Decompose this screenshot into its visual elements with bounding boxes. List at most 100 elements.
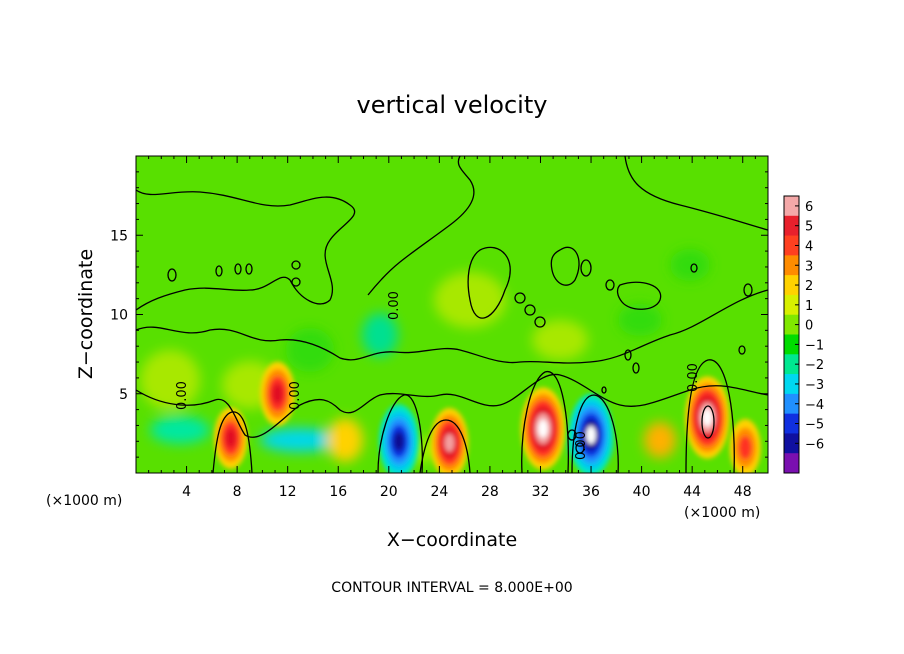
colorbar-label: 2 xyxy=(805,279,813,294)
x-tick-label: 20 xyxy=(380,484,398,500)
updraft-cell xyxy=(430,407,469,473)
x-tick-label: 32 xyxy=(532,484,550,500)
colorbar-swatch xyxy=(784,275,799,296)
contour-small-8 xyxy=(524,304,536,316)
contour-blob-2 xyxy=(550,246,580,286)
contour-small-10 xyxy=(580,259,592,277)
chart-title: vertical velocity xyxy=(357,91,548,119)
contour-small-4 xyxy=(245,263,253,275)
x-tick-label: 40 xyxy=(633,484,651,500)
y-tick-label: 10 xyxy=(110,308,128,324)
y-tick-label: 5 xyxy=(119,387,128,403)
colorbar-label: 3 xyxy=(805,259,813,274)
contour-small-11 xyxy=(605,279,615,291)
colorbar-swatch xyxy=(784,294,799,316)
contour-lower-band xyxy=(136,373,768,438)
colorbar-swatch xyxy=(784,374,799,395)
colorbar-frame xyxy=(783,195,800,474)
plot-area: 0.00 0.00 0.00 0.00 0.00 xyxy=(136,156,768,473)
x-tick-label: 48 xyxy=(734,484,752,500)
colorbar-swatch xyxy=(784,215,799,237)
velocity-cells xyxy=(214,361,761,473)
contour-small-15 xyxy=(575,442,585,454)
footer-contour-interval: CONTOUR INTERVAL = 8.000E+00 xyxy=(331,580,572,596)
contour-small-14 xyxy=(567,429,577,441)
colorbar-swatch xyxy=(784,453,799,474)
colorbar-swatch xyxy=(784,334,799,355)
colorbar-swatch xyxy=(784,433,799,454)
contour-mid-band xyxy=(136,289,768,364)
contour-ridge xyxy=(367,156,475,296)
colorbar-label: −4 xyxy=(805,398,824,413)
contour-right-top xyxy=(624,156,768,231)
colorbar-label: −3 xyxy=(805,378,824,393)
contour-small-1 xyxy=(167,268,177,282)
colorbar-label: −6 xyxy=(805,437,824,452)
updraft-cell xyxy=(214,407,248,469)
contour-label-3: 0.00 xyxy=(387,291,402,320)
updraft-cell xyxy=(260,361,295,426)
updraft-cell xyxy=(520,387,566,470)
contour-small-17 xyxy=(690,263,698,273)
contour-small-13 xyxy=(632,362,640,374)
x-tick-label: 8 xyxy=(233,484,242,500)
colorbar-swatch xyxy=(784,235,799,256)
colorbar-label: −1 xyxy=(805,338,824,353)
contour-small-12 xyxy=(624,349,632,361)
x-axis-label: X−coordinate xyxy=(387,529,517,551)
colorbar-label: 0 xyxy=(805,319,813,334)
contour-small-3 xyxy=(234,263,242,275)
colorbar-swatch xyxy=(784,314,799,335)
x-unit-left: (×1000 m) xyxy=(46,493,122,509)
contour-label-4: 0.00 xyxy=(574,431,589,460)
colorbar-swatch xyxy=(784,393,799,415)
axis-ticks xyxy=(136,156,768,473)
contour-upper-zero xyxy=(136,189,356,311)
contour-label-1: 0.00 xyxy=(175,381,190,410)
contour-blob-3 xyxy=(616,281,662,310)
contour-updraft-2 xyxy=(419,419,471,473)
contour-label-2: 0.00 xyxy=(288,381,303,410)
contour-updraft-1 xyxy=(212,411,253,473)
colorbar: 6 5 4 3 2 1 0 −1 −2 −3 −4 −5 −6 xyxy=(783,195,824,474)
colorbar-swatch xyxy=(784,354,799,375)
contour-label-5: 0.00 xyxy=(686,363,701,392)
downdraft-cell xyxy=(378,404,419,473)
contour-small-16 xyxy=(601,386,607,394)
colorbar-label: 5 xyxy=(805,220,813,235)
x-tick-label: 16 xyxy=(329,484,347,500)
x-tick-label: 36 xyxy=(582,484,600,500)
x-unit-right: (×1000 m) xyxy=(684,505,760,521)
colorbar-swatch xyxy=(784,196,799,217)
contour-updraft-3 xyxy=(521,371,569,473)
updraft-cell xyxy=(729,419,761,473)
contour-lines xyxy=(136,156,768,473)
x-tick-label: 28 xyxy=(481,484,499,500)
contour-blob-1 xyxy=(467,246,511,319)
x-tick-label: 12 xyxy=(279,484,297,500)
contour-small-19 xyxy=(738,345,746,355)
colorbar-label: 1 xyxy=(805,299,813,314)
contour-downdraft-1 xyxy=(377,394,424,473)
colorbar-label: 4 xyxy=(805,239,813,254)
x-tick-label: 44 xyxy=(683,484,701,500)
contour-small-2 xyxy=(215,265,223,277)
colorbar-swatch xyxy=(784,413,799,434)
contour-small-7 xyxy=(514,292,526,304)
y-tick-label: 15 xyxy=(110,228,128,244)
colorbar-swatch xyxy=(784,255,799,276)
colorbar-label: 6 xyxy=(805,200,813,215)
contour-downdraft-2 xyxy=(571,394,619,473)
colorbar-label: −2 xyxy=(805,358,824,373)
y-axis-label: Z−coordinate xyxy=(75,249,97,379)
contour-updraft-4 xyxy=(685,359,735,473)
colorbar-label: −5 xyxy=(805,418,824,433)
contour-small-6 xyxy=(291,277,301,287)
updraft-cell xyxy=(685,376,730,459)
contour-small-20 xyxy=(701,405,715,439)
contour-small-18 xyxy=(743,283,753,297)
x-tick-label: 4 xyxy=(182,484,191,500)
contour-small-5 xyxy=(291,260,301,270)
